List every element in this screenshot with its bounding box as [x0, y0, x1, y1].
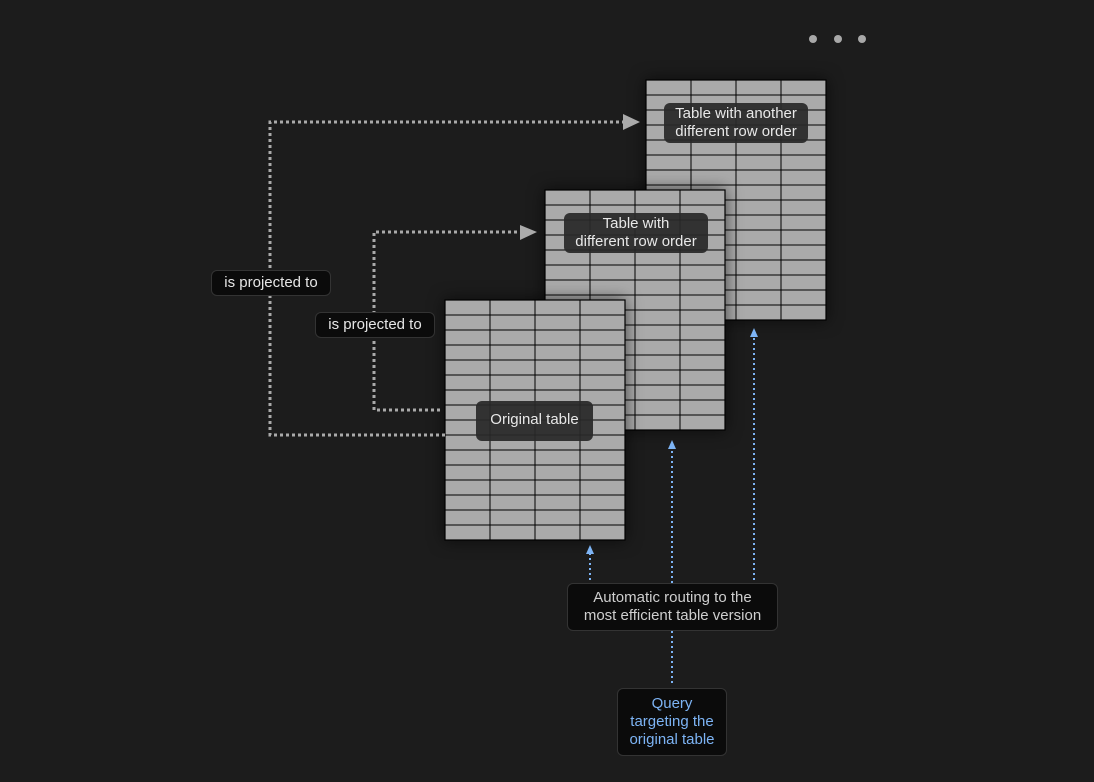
arrowhead-third	[750, 328, 758, 337]
arrowhead-second	[668, 440, 676, 449]
arrowhead-outer	[623, 114, 640, 130]
query-node[interactable]: Query targeting the original table	[617, 688, 727, 756]
menu-dot[interactable]	[809, 35, 817, 43]
arrowhead-original	[586, 545, 594, 554]
routing-label: Automatic routing to the most efficient …	[567, 583, 778, 631]
table-label-original: Original table	[476, 401, 593, 441]
projection-edge-inner	[372, 230, 520, 412]
arrowhead-inner	[520, 225, 537, 240]
edge-label-outer: is projected to	[211, 270, 331, 296]
edge-label-inner: is projected to	[315, 312, 435, 338]
menu-dot[interactable]	[834, 35, 842, 43]
table-label-second: Table with different row order	[564, 213, 708, 253]
menu-dot[interactable]	[858, 35, 866, 43]
table-label-third: Table with another different row order	[664, 103, 808, 143]
